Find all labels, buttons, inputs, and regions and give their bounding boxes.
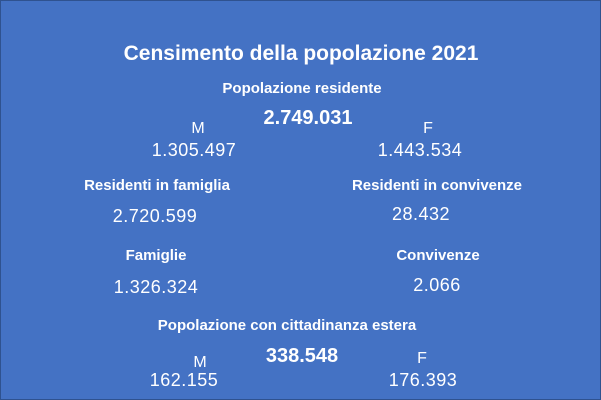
resident-population-total: 2.749.031 <box>263 107 353 129</box>
cohabitations-value: 2.066 <box>413 275 461 295</box>
foreign-female-value: 176.393 <box>388 370 458 390</box>
resident-female-value: 1.443.534 <box>377 140 463 160</box>
foreign-citizenship-total: 338.548 <box>265 345 339 367</box>
resident-population-label: Popolazione residente <box>222 80 382 97</box>
foreign-female-label: F <box>417 350 427 367</box>
cohabitations-label: Convivenze <box>396 247 480 264</box>
resident-male-label: M <box>191 120 205 137</box>
foreign-male-label: M <box>193 354 207 371</box>
families-label: Famiglie <box>125 247 187 264</box>
resident-male-value: 1.305.497 <box>151 140 237 160</box>
resident-female-label: F <box>423 120 433 137</box>
families-value: 1.326.324 <box>113 277 199 297</box>
slide-title: Censimento della popolazione 2021 <box>123 42 479 65</box>
residents-in-families-value: 2.720.599 <box>112 206 198 226</box>
residents-in-families-label: Residenti in famiglia <box>84 177 230 194</box>
foreign-male-value: 162.155 <box>149 370 219 390</box>
foreign-citizenship-label: Popolazione con cittadinanza estera <box>157 317 417 334</box>
residents-in-cohabitations-label: Residenti in convivenze <box>351 177 523 194</box>
residents-in-cohabitations-value: 28.432 <box>391 204 451 224</box>
